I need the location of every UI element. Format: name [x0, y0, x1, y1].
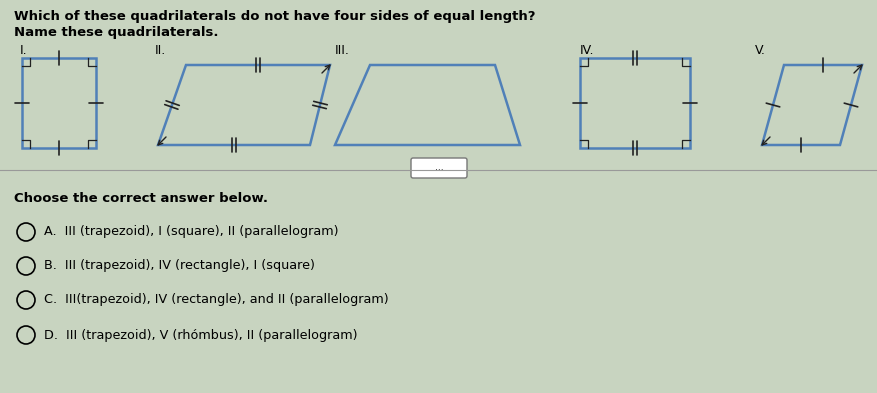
Text: C.  III(trapezoid), IV (rectangle), and II (parallelogram): C. III(trapezoid), IV (rectangle), and I…	[44, 294, 389, 307]
Text: Name these quadrilaterals.: Name these quadrilaterals.	[14, 26, 218, 39]
FancyBboxPatch shape	[410, 158, 467, 178]
Text: III.: III.	[335, 44, 349, 57]
Text: ...: ...	[434, 163, 443, 173]
Text: V.: V.	[754, 44, 765, 57]
Text: Choose the correct answer below.: Choose the correct answer below.	[14, 192, 267, 205]
Text: D.  III (trapezoid), V (rhómbus), II (parallelogram): D. III (trapezoid), V (rhómbus), II (par…	[44, 329, 357, 342]
Text: IV.: IV.	[580, 44, 594, 57]
Text: I.: I.	[20, 44, 27, 57]
Text: B.  III (trapezoid), IV (rectangle), I (square): B. III (trapezoid), IV (rectangle), I (s…	[44, 259, 315, 272]
Text: A.  III (trapezoid), I (square), II (parallelogram): A. III (trapezoid), I (square), II (para…	[44, 226, 339, 239]
Text: II.: II.	[155, 44, 166, 57]
Text: Which of these quadrilaterals do not have four sides of equal length?: Which of these quadrilaterals do not hav…	[14, 10, 535, 23]
